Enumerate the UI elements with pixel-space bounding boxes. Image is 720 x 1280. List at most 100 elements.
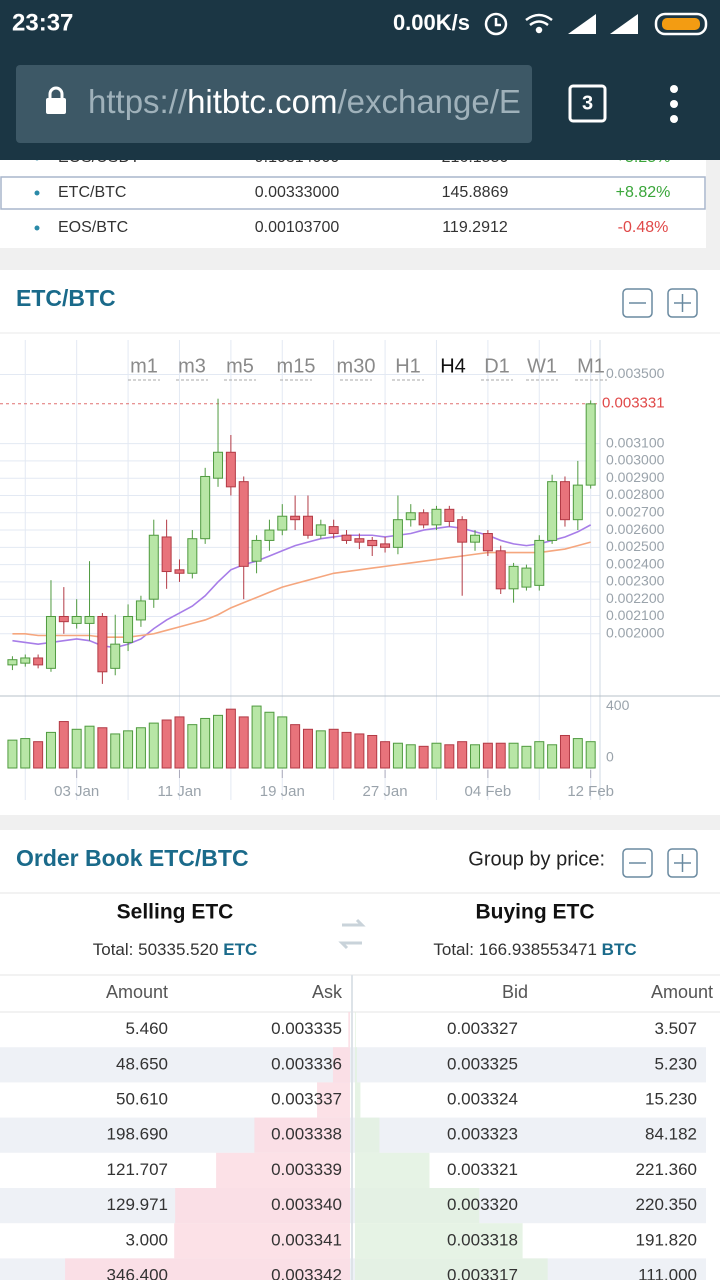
total-label: Total: — [433, 940, 474, 959]
volume-bar — [187, 724, 198, 769]
bid-price: 0.003321 — [447, 1160, 518, 1179]
selling-title: Selling ETC — [117, 901, 234, 924]
y-tick-label: 0.002600 — [606, 521, 665, 537]
volume-bar — [405, 744, 416, 769]
x-tick-label: 27 Jan — [363, 783, 408, 800]
bid-depth — [355, 1152, 430, 1188]
ask-price: 0.003335 — [271, 1019, 342, 1038]
url-scheme: https:// — [88, 83, 188, 120]
tabs-button[interactable] — [568, 84, 607, 123]
candle-body — [367, 539, 378, 547]
candle-body — [521, 567, 532, 588]
volume-bar — [110, 733, 121, 769]
total-label: Total: — [93, 940, 134, 959]
y-tick-label: 0.003100 — [606, 434, 665, 450]
timeframe-button[interactable]: m30 — [337, 355, 376, 377]
bid-amount: 15.230 — [645, 1089, 697, 1108]
order-book-title: Order Book ETC/BTC — [16, 845, 249, 871]
candle-body — [45, 615, 56, 669]
url-bar[interactable] — [16, 65, 532, 143]
market-change: -0.48% — [618, 219, 669, 236]
column-header: Amount — [651, 982, 713, 1002]
ask-amount: 48.650 — [116, 1054, 168, 1073]
bid-amount: 220.350 — [636, 1195, 697, 1214]
swap-icon[interactable] — [338, 918, 366, 950]
ask-price: 0.003340 — [271, 1195, 342, 1214]
buying-total: Total: 166.938553471 BTC — [433, 940, 636, 959]
bid-amount: 5.230 — [654, 1054, 697, 1073]
candle-body — [392, 519, 403, 548]
candle-body — [174, 569, 185, 574]
candle-body — [315, 524, 326, 536]
group-minus-button[interactable] — [622, 848, 653, 878]
ask-depth — [65, 1258, 351, 1280]
timeframe-button[interactable]: D1 — [484, 355, 510, 377]
x-tick-label: 04 Feb — [465, 783, 512, 800]
status-time: 23:37 — [12, 9, 73, 36]
candle-body — [405, 512, 416, 521]
candle-body — [418, 512, 429, 526]
market-volume: 119.2912 — [442, 219, 508, 236]
column-header: Amount — [106, 982, 168, 1002]
timeframe-button[interactable]: m15 — [277, 355, 316, 377]
ask-amount: 121.707 — [107, 1160, 168, 1179]
y-tick-label: 0.002700 — [606, 503, 665, 519]
candle-body — [341, 534, 352, 541]
volume-bar — [71, 728, 82, 769]
timeframe-button[interactable]: m3 — [178, 355, 206, 377]
timeframe-button[interactable]: m5 — [226, 355, 254, 377]
zoom-out-button[interactable] — [622, 288, 653, 318]
market-price: 0.00103700 — [255, 219, 340, 236]
volume-bar — [508, 742, 519, 769]
candle-body — [431, 508, 442, 526]
timeframe-button[interactable]: H4 — [440, 355, 466, 377]
candle-body — [135, 600, 146, 621]
volume-bar — [354, 733, 365, 769]
y2-tick-label: 0 — [606, 749, 614, 765]
volume-bar — [238, 716, 249, 769]
ask-depth — [348, 1012, 350, 1048]
y2-tick-label: 400 — [606, 697, 630, 713]
timeframe-button[interactable]: H1 — [395, 355, 421, 377]
y-tick-label: 0.003000 — [606, 452, 665, 468]
url: https://hitbtc.com/exchange/E — [88, 83, 521, 120]
bid-amount: 191.820 — [636, 1230, 697, 1249]
ask-depth — [317, 1082, 350, 1118]
ask-price: 0.003336 — [271, 1054, 342, 1073]
chart-title: ETC/BTC — [16, 285, 116, 311]
volume-bar — [58, 721, 69, 769]
candle-body — [495, 550, 506, 590]
timeframe-button[interactable]: W1 — [527, 355, 557, 377]
zoom-in-button[interactable] — [667, 288, 698, 318]
total-currency: BTC — [602, 940, 637, 959]
ask-depth — [332, 1047, 350, 1083]
candle-body — [7, 659, 18, 666]
timeframe-button[interactable]: M1 — [577, 355, 605, 377]
volume-bar — [161, 719, 172, 769]
group-plus-button[interactable] — [667, 848, 698, 878]
bid-amount: 221.360 — [636, 1160, 697, 1179]
volume-bar — [20, 738, 31, 769]
candle-body — [200, 475, 211, 540]
volume-bar — [97, 727, 108, 769]
bid-depth — [355, 1223, 523, 1259]
ask-depth — [175, 1188, 350, 1224]
volume-bar — [392, 742, 403, 769]
menu-button[interactable] — [670, 85, 678, 123]
volume-bar — [444, 744, 455, 769]
volume-bar — [277, 716, 288, 769]
candle-body — [225, 451, 236, 488]
status-icons — [484, 12, 708, 36]
bid-amount: 111.000 — [638, 1265, 697, 1280]
row-dot — [34, 225, 40, 231]
candle-body — [444, 508, 455, 522]
selling-total: Total: 50335.520 ETC — [93, 940, 257, 959]
candle-body — [547, 481, 558, 541]
candle-body — [97, 615, 108, 673]
ask-amount: 3.000 — [125, 1230, 168, 1249]
candle-body — [572, 484, 583, 521]
timeframe-button[interactable]: m1 — [130, 355, 158, 377]
